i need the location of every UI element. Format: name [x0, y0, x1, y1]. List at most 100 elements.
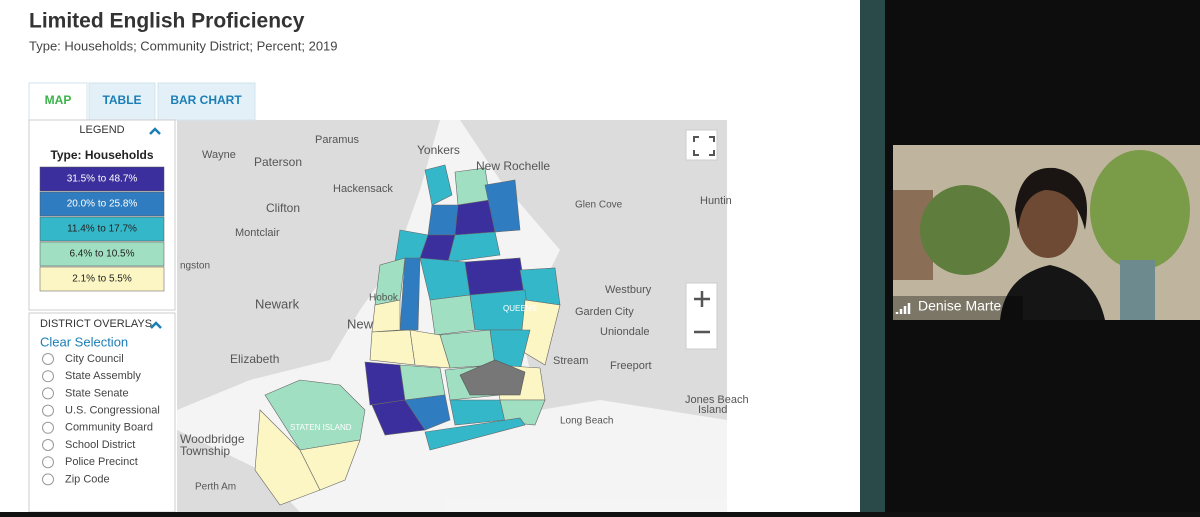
legend-swatch	[39, 166, 165, 192]
district[interactable]	[454, 199, 496, 236]
legend-swatch	[39, 216, 165, 242]
place-label: Paramus	[315, 134, 360, 146]
district[interactable]	[254, 409, 321, 506]
overlay-option[interactable]: Police Precinct	[65, 456, 138, 468]
legend-label: 20.0% to 25.8%	[67, 199, 138, 210]
place-label: QUEENS	[503, 304, 537, 313]
legend-label: 31.5% to 48.7%	[67, 174, 138, 185]
legend-label: 11.4% to 17.7%	[67, 224, 137, 235]
divider	[860, 0, 885, 512]
zoom-in[interactable]	[694, 291, 710, 307]
district[interactable]	[364, 361, 406, 406]
participant-name: Denise Marte	[918, 298, 1001, 314]
district[interactable]	[464, 257, 526, 296]
legend-swatch	[39, 191, 165, 217]
district[interactable]	[424, 417, 526, 451]
overlay-option[interactable]: State Senate	[65, 387, 129, 399]
collapse-icon[interactable]	[150, 321, 162, 329]
place-label: Jones Beach	[685, 394, 749, 406]
place-label: STATEN ISLAND	[290, 423, 352, 432]
person-face	[1018, 182, 1078, 258]
person-hair	[1015, 167, 1087, 230]
radio-button[interactable]	[42, 421, 54, 434]
place-label: Paterson	[254, 155, 302, 169]
overlay-option[interactable]: City Council	[65, 353, 124, 365]
radio-button[interactable]	[42, 456, 54, 469]
title: Limited English Proficiency	[29, 10, 305, 33]
district[interactable]	[299, 439, 361, 491]
place-label: Freeport	[610, 360, 652, 372]
place-label: Garden City	[575, 306, 634, 318]
overlay-option[interactable]: Zip Code	[65, 473, 110, 485]
place-label: Newark	[255, 296, 300, 311]
radio-button[interactable]	[42, 404, 54, 417]
plant	[920, 185, 1010, 275]
overlay-option[interactable]: State Assembly	[65, 370, 141, 382]
radio-button[interactable]	[42, 439, 54, 451]
overlay-option[interactable]: U.S. Congressional	[65, 405, 160, 417]
fullscreen-icon	[693, 136, 715, 156]
tab[interactable]	[157, 82, 256, 121]
radio-button[interactable]	[42, 370, 54, 383]
subtitle: Type: Households; Community District; Pe…	[29, 38, 338, 53]
district[interactable]	[484, 179, 521, 233]
district[interactable]	[499, 399, 546, 426]
radio-button[interactable]	[42, 473, 54, 486]
district[interactable]	[454, 167, 491, 206]
place-label: Hackensack	[333, 183, 393, 195]
place-label: Montclair	[235, 227, 280, 239]
video-tile: Denise Marte	[893, 145, 1200, 320]
place-label: Yonkers	[417, 143, 460, 157]
place-label: Glen Cove	[575, 200, 623, 211]
place-label: Township	[180, 444, 230, 458]
name-badge	[893, 296, 1023, 320]
clear-selection[interactable]: Clear Selection	[40, 334, 128, 349]
legend-label: 6.4% to 10.5%	[69, 249, 134, 260]
collapse-icon[interactable]	[149, 127, 161, 135]
plant	[1090, 150, 1190, 270]
radio-button[interactable]	[42, 353, 54, 365]
legend-swatch	[39, 241, 165, 267]
tab-label: MAP	[45, 93, 72, 107]
legend-heading: LEGEND	[79, 124, 124, 136]
place-label: Westbury	[605, 284, 652, 296]
district[interactable]	[427, 204, 459, 236]
tab-label: TABLE	[102, 93, 141, 107]
district[interactable]	[399, 257, 421, 331]
place-label: New Rochelle	[476, 159, 550, 173]
district[interactable]	[409, 329, 451, 369]
district[interactable]	[429, 294, 476, 336]
district[interactable]	[424, 164, 453, 206]
place-label: Clifton	[266, 201, 300, 215]
overlay-option[interactable]: School District	[65, 439, 135, 451]
place-label: Wayne	[202, 149, 236, 161]
place-label: Huntin	[700, 195, 732, 207]
legend-type: Type: Households	[50, 148, 153, 162]
land	[177, 430, 300, 512]
map-footer	[445, 498, 727, 512]
district[interactable]	[371, 299, 401, 333]
radio-button[interactable]	[42, 387, 54, 400]
place-label: Uniondale	[600, 326, 650, 338]
tab-active[interactable]	[28, 82, 88, 121]
place-label: ngston	[180, 261, 210, 272]
place-label: Long Beach	[560, 416, 613, 427]
district-no-data	[459, 359, 526, 396]
legend-label: 2.1% to 5.5%	[72, 274, 132, 285]
land	[177, 120, 440, 410]
map: Paramus Yonkers New Rochelle Wayne Paterson H…	[177, 120, 749, 512]
district[interactable]	[399, 364, 446, 401]
place-label: Perth Am	[195, 482, 236, 493]
overlay-option[interactable]: Community Board	[65, 422, 153, 434]
district[interactable]	[404, 394, 451, 431]
place-label: Hobok	[369, 293, 399, 304]
overlay-heading: DISTRICT OVERLAYS	[40, 318, 152, 330]
tab-label: BAR CHART	[170, 93, 242, 107]
place-label: Elizabeth	[230, 352, 279, 366]
district[interactable]	[447, 231, 501, 263]
district[interactable]	[369, 329, 416, 366]
tab[interactable]	[88, 82, 156, 121]
place-label: New	[347, 316, 374, 331]
